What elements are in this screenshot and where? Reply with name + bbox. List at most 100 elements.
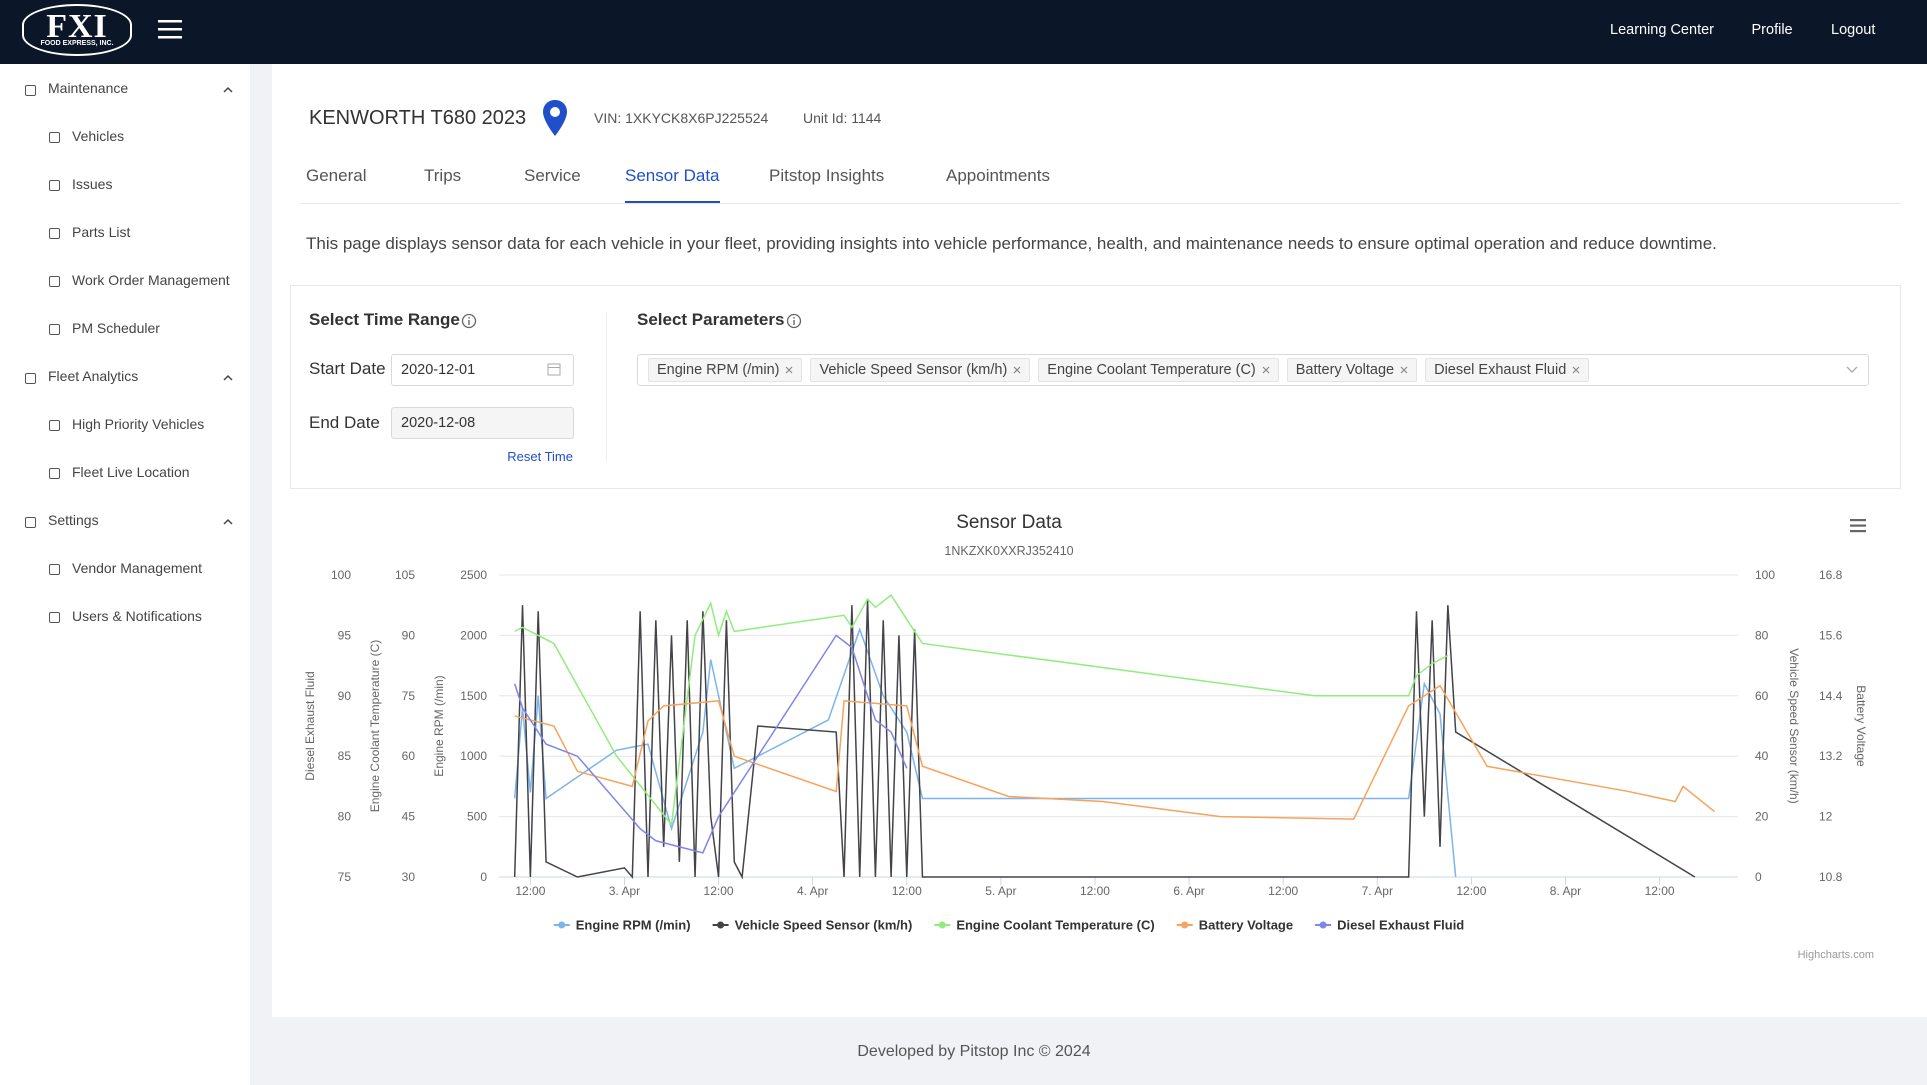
series-line — [513, 634, 908, 854]
nav-link[interactable]: Profile — [1751, 22, 1793, 38]
menu-toggle[interactable] — [158, 18, 182, 40]
nav-link[interactable]: Learning Center — [1610, 22, 1714, 38]
sidebar-item[interactable]: Vendor Management — [72, 560, 202, 576]
y-tick-label: 0 — [1755, 870, 1762, 884]
info-icon[interactable] — [786, 313, 802, 329]
y-tick-label: 75 — [402, 689, 416, 703]
section-header[interactable]: Maintenance — [48, 80, 129, 96]
legend-label[interactable]: Engine Coolant Temperature (C) — [956, 918, 1154, 933]
y-tick-label: 85 — [338, 749, 352, 763]
credit[interactable]: Highcharts.com — [1798, 949, 1874, 961]
calendar-icon[interactable] — [547, 362, 561, 376]
legend-symbol[interactable] — [1181, 921, 1189, 929]
export-menu[interactable] — [1850, 519, 1866, 533]
series-line — [513, 599, 1696, 880]
section-header[interactable]: Settings — [48, 512, 99, 528]
reset-time[interactable]: Reset Time — [507, 449, 573, 464]
chip-remove[interactable] — [1262, 366, 1270, 374]
section-header[interactable]: Fleet Analytics — [48, 368, 139, 384]
tab[interactable]: Sensor Data — [625, 166, 720, 185]
tab[interactable]: Service — [524, 166, 581, 185]
x-tick-label: 12:00 — [892, 884, 922, 898]
nav-link[interactable]: Logout — [1831, 22, 1876, 38]
collapse-caret[interactable] — [223, 374, 233, 382]
y-tick-label: 90 — [338, 689, 352, 703]
legend-label[interactable]: Diesel Exhaust Fluid — [1337, 918, 1464, 933]
y-tick-label: 500 — [467, 810, 487, 824]
parameter-chip: Battery Voltage — [1286, 358, 1418, 382]
icon — [49, 228, 60, 239]
legend-label[interactable]: Engine RPM (/min) — [576, 918, 691, 933]
sidebar-item[interactable]: Work Order Management — [72, 272, 230, 288]
vehicle-name: KENWORTH T680 2023 — [309, 107, 527, 129]
legend-symbol[interactable] — [938, 921, 946, 929]
select-caret[interactable] — [1846, 365, 1858, 375]
y-tick-label: 95 — [338, 628, 352, 642]
header: FXI FOOD EXPRESS, INC. Learning Center Pr… — [0, 0, 1927, 64]
vehicle-vin: VIN: 1XKYCK8X6PJ225524 — [594, 110, 769, 126]
chip-remove[interactable] — [1013, 366, 1021, 374]
legend-symbol[interactable] — [558, 921, 566, 929]
location-pin[interactable] — [542, 99, 568, 137]
sidebar-item[interactable]: Parts List — [72, 224, 131, 240]
y-tick-label: 40 — [1755, 749, 1769, 763]
x-tick-label: 12:00 — [1645, 884, 1675, 898]
sidebar-item[interactable]: PM Scheduler — [72, 320, 160, 336]
y-tick-label: 0 — [480, 870, 487, 884]
series-line — [514, 594, 1449, 827]
y-tick-label: 12 — [1819, 810, 1833, 824]
x-tick-label: 6. Apr — [1173, 884, 1204, 898]
sidebar-item[interactable]: Issues — [72, 176, 113, 192]
parameter-select[interactable]: Engine RPM (/min) Vehicle Speed Sensor (k… — [637, 354, 1869, 386]
tab[interactable]: Trips — [424, 166, 462, 185]
chip-remove[interactable] — [1572, 366, 1580, 374]
tab[interactable]: Appointments — [946, 166, 1050, 185]
x-tick-label: 12:00 — [515, 884, 545, 898]
icon — [49, 612, 60, 623]
legend-symbol[interactable] — [717, 921, 725, 929]
y-axis-title: Battery Voltage — [1854, 685, 1868, 767]
chip-label: Vehicle Speed Sensor (km/h) — [819, 362, 1008, 378]
y-axis-title: Engine RPM (/min) — [432, 675, 446, 776]
sidebar-item[interactable]: Users & Notifications — [72, 608, 202, 624]
vehicle-unit: Unit Id: 1144 — [803, 110, 882, 126]
icon — [49, 564, 60, 575]
y-tick-label: 100 — [1755, 568, 1775, 582]
y-tick-label: 1000 — [460, 749, 487, 763]
logo[interactable]: FXI FOOD EXPRESS, INC. — [22, 4, 132, 56]
tab-indicator — [625, 201, 720, 203]
tab[interactable]: Pitstop Insights — [769, 166, 885, 185]
chip-remove[interactable] — [1400, 366, 1408, 374]
description: This page displays sensor data for each … — [306, 234, 1717, 253]
legend-label[interactable]: Vehicle Speed Sensor (km/h) — [735, 918, 913, 933]
collapse-caret[interactable] — [223, 518, 233, 526]
tab[interactable]: General — [306, 166, 367, 185]
y-tick-label: 80 — [1755, 628, 1769, 642]
chip-label: Battery Voltage — [1295, 362, 1395, 378]
icon — [25, 85, 36, 96]
y-tick-label: 2500 — [460, 568, 487, 582]
x-tick-label: 12:00 — [704, 884, 734, 898]
icon — [49, 132, 60, 143]
sidebar-item[interactable]: Vehicles — [72, 128, 125, 144]
sidebar-gutter — [250, 64, 272, 1085]
chip-remove[interactable] — [785, 366, 793, 374]
tab-border — [300, 203, 1901, 204]
legend-label[interactable]: Battery Voltage — [1199, 918, 1293, 933]
info-icon[interactable] — [461, 313, 477, 329]
start-date-input[interactable]: 2020-12-01 — [391, 354, 574, 386]
end-date-input[interactable]: 2020-12-08 — [391, 407, 574, 439]
end-date-label: End Date — [309, 413, 380, 432]
parameters-title: Select Parameters — [637, 310, 785, 329]
chart-subtitle: 1NKZXK0XXRJ352410 — [944, 544, 1073, 558]
y-axis-title: Diesel Exhaust Fluid — [303, 671, 317, 780]
collapse-caret[interactable] — [223, 86, 233, 94]
legend-symbol[interactable] — [1319, 921, 1327, 929]
x-tick-label: 5. Apr — [985, 884, 1016, 898]
sidebar-item[interactable]: Fleet Live Location — [72, 464, 190, 480]
chip-label: Engine Coolant Temperature (C) — [1047, 362, 1256, 378]
sidebar-item[interactable]: High Priority Vehicles — [72, 416, 205, 432]
chart-title: Sensor Data — [956, 512, 1062, 533]
icon — [49, 420, 60, 431]
